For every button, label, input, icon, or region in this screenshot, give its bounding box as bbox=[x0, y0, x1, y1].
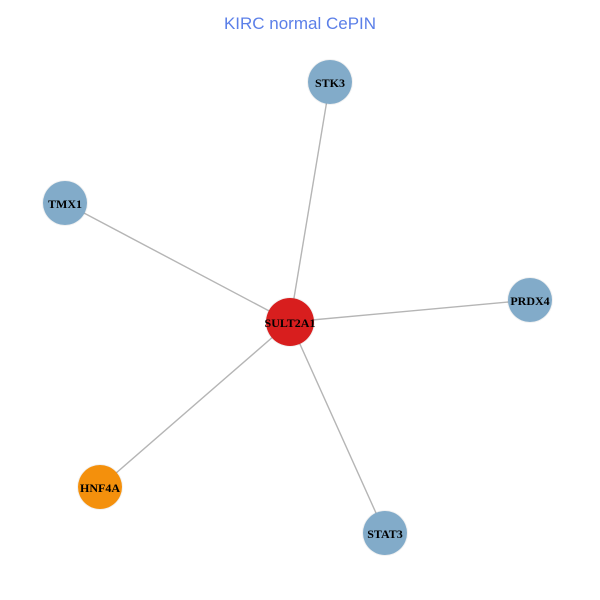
edge-SULT2A1-TMX1 bbox=[65, 203, 290, 322]
node-prdx4[interactable] bbox=[508, 278, 552, 322]
page-title: KIRC normal CePIN bbox=[0, 14, 600, 34]
node-hnf4a[interactable] bbox=[78, 465, 122, 509]
network-graph-stage: KIRC normal CePIN SULT2A1 STK3 TMX1 PRDX4 H… bbox=[0, 0, 600, 600]
edge-SULT2A1-PRDX4 bbox=[290, 300, 530, 322]
node-tmx1[interactable] bbox=[43, 181, 87, 225]
node-stk3[interactable] bbox=[308, 60, 352, 104]
node-stat3[interactable] bbox=[363, 511, 407, 555]
edge-SULT2A1-STK3 bbox=[290, 82, 330, 322]
node-sult2a1[interactable] bbox=[266, 298, 314, 346]
edge-SULT2A1-STAT3 bbox=[290, 322, 385, 533]
edge-SULT2A1-HNF4A bbox=[100, 322, 290, 487]
